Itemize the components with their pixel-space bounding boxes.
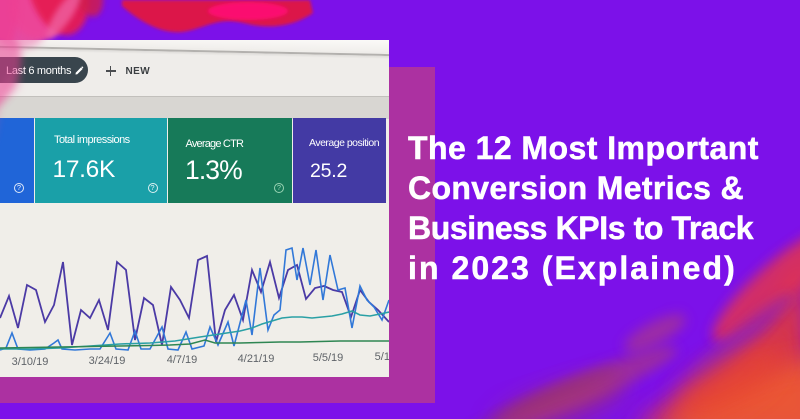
svg-text:3/24/19: 3/24/19 xyxy=(89,355,126,367)
svg-text:5/19/19: 5/19/19 xyxy=(375,351,389,363)
svg-text:4/7/19: 4/7/19 xyxy=(167,354,198,366)
svg-text:4/21/19: 4/21/19 xyxy=(238,353,275,365)
svg-text:5/5/19: 5/5/19 xyxy=(313,352,344,364)
svg-text:3/10/19: 3/10/19 xyxy=(12,356,49,368)
